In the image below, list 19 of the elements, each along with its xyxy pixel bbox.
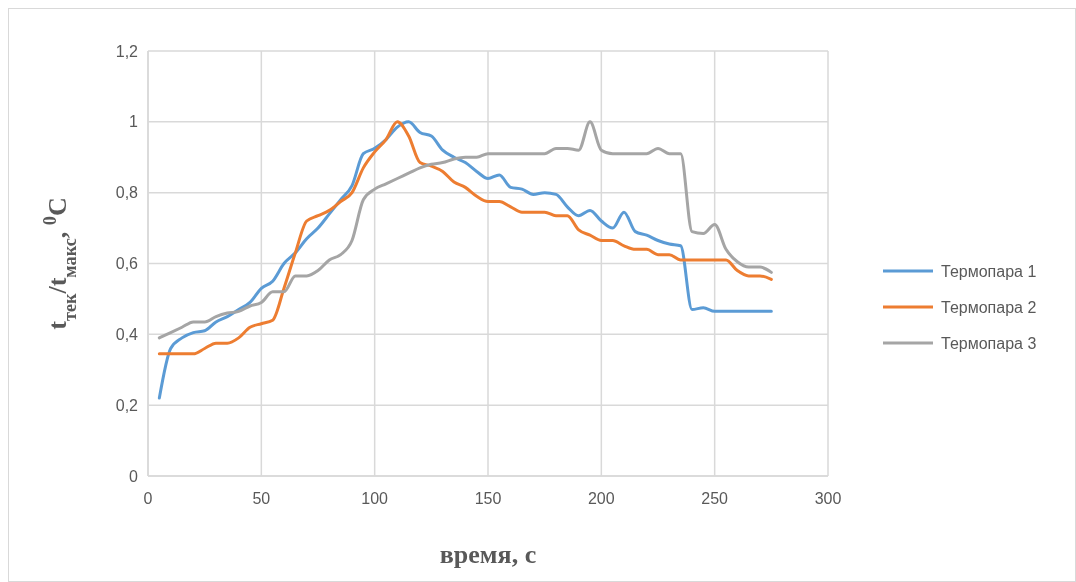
y-tick-label: 0,8 (115, 184, 139, 202)
line-series (157, 120, 773, 400)
x-tick-label: 0 (143, 490, 153, 507)
x-tick-label: 50 (252, 490, 271, 507)
legend-label: Термопара 1 (941, 262, 1037, 280)
x-tick-label: 150 (474, 490, 502, 507)
y-tick-label: 1,2 (115, 42, 139, 60)
y-tick-label: 0,4 (115, 325, 139, 343)
y-tick-label: 0,2 (115, 396, 139, 414)
x-tick-label: 100 (361, 490, 389, 507)
y-tick-label: 1 (129, 113, 139, 131)
x-tick-label: 250 (701, 490, 729, 507)
legend-label: Термопара 3 (941, 334, 1037, 352)
legend-label: Термопара 2 (941, 298, 1037, 316)
x-tick-label: 300 (814, 490, 842, 507)
y-tick-label: 0,6 (115, 255, 139, 273)
y-tick-label: 0 (129, 467, 139, 485)
x-tick-label: 200 (587, 490, 615, 507)
x-axis-title: время, с (439, 540, 537, 569)
